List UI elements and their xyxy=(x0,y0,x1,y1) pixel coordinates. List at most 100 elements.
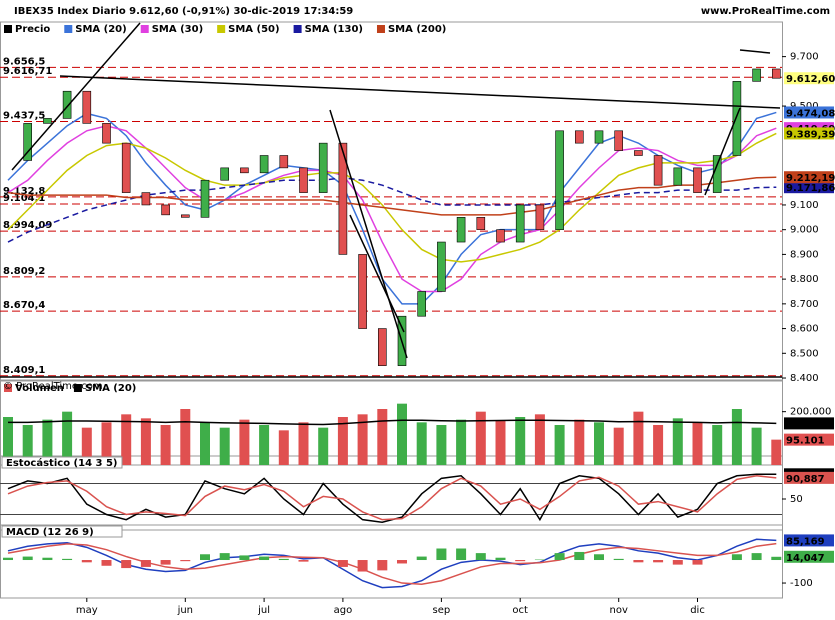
level-label: 9.616,71 xyxy=(3,66,52,77)
bar xyxy=(456,419,467,465)
x-tick-label: jul xyxy=(257,605,270,616)
legend-swatch xyxy=(4,25,12,33)
legend-swatch xyxy=(293,25,302,33)
candle xyxy=(62,90,72,119)
y-tick-label: 8.900 xyxy=(790,249,819,260)
value-box-label: 156.045 xyxy=(786,419,832,430)
bar xyxy=(3,417,13,465)
bar xyxy=(613,427,624,465)
bar xyxy=(180,409,191,465)
candle xyxy=(476,217,486,230)
candle xyxy=(496,229,505,243)
bar xyxy=(377,409,388,465)
candle xyxy=(200,179,210,218)
candle xyxy=(594,130,604,144)
value-box-label: 9.171,86 xyxy=(786,183,835,194)
legend-swatch xyxy=(73,384,82,392)
copyright: © ProRealTime.com xyxy=(3,381,103,392)
bar xyxy=(318,427,329,465)
legend-label: SMA (30) xyxy=(152,24,203,35)
bar xyxy=(62,411,73,465)
legend-label: SMA (200) xyxy=(388,24,446,35)
value-box xyxy=(784,72,834,85)
panel-title-bg xyxy=(1,525,123,538)
value-box-label: 9.612,60 xyxy=(786,74,835,85)
value-box-label: 9.389,39 xyxy=(786,129,835,140)
bar xyxy=(613,558,624,561)
bar xyxy=(239,555,250,561)
y-tick-label: 8.600 xyxy=(790,324,819,335)
trend-line xyxy=(329,109,408,359)
value-box-label: 14,047 xyxy=(786,553,825,564)
trend-line xyxy=(739,49,771,54)
legend-label: Volumen xyxy=(15,383,64,394)
candle xyxy=(23,123,33,161)
bar xyxy=(574,419,585,465)
bar xyxy=(397,560,407,564)
value-box-label: 95.101 xyxy=(786,436,825,447)
candle xyxy=(220,167,229,181)
bar xyxy=(42,419,53,465)
bar xyxy=(298,560,309,562)
candle xyxy=(456,217,466,243)
legend-label: SMA (130) xyxy=(305,24,363,35)
candle xyxy=(535,204,545,230)
panel-title-bg xyxy=(1,456,123,469)
bar xyxy=(416,556,427,561)
value-box xyxy=(784,471,834,484)
site: www.ProRealTime.com xyxy=(701,6,830,17)
y-tick-label: 50 xyxy=(790,494,803,505)
x-tick-label: may xyxy=(76,605,98,616)
level-label: 9.656,5 xyxy=(3,56,45,67)
panel-frame xyxy=(0,21,783,381)
bar xyxy=(751,427,762,465)
series-line xyxy=(7,176,777,216)
bar xyxy=(653,560,664,563)
candle xyxy=(437,241,446,292)
bar xyxy=(357,560,368,572)
legend-swatch xyxy=(4,384,12,392)
bar xyxy=(495,421,506,465)
bar xyxy=(101,560,112,566)
trend-line xyxy=(11,22,141,171)
title: IBEX35 Index Diario 9.612,60 (-0,91%) 30… xyxy=(14,6,353,17)
candle xyxy=(318,142,328,193)
bar xyxy=(475,411,486,465)
level-label: 8.409,1 xyxy=(3,365,45,376)
bar xyxy=(337,417,348,465)
y-tick-label: 8.400 xyxy=(790,373,819,384)
bar xyxy=(672,560,683,565)
candle xyxy=(417,291,427,317)
bar xyxy=(101,422,112,465)
candle xyxy=(43,118,52,124)
bar xyxy=(200,554,210,561)
value-box-label: 9.212,19 xyxy=(786,173,835,184)
bar xyxy=(692,560,703,565)
bar xyxy=(456,548,467,561)
bar xyxy=(140,560,151,567)
bar xyxy=(731,409,742,465)
bar xyxy=(672,418,683,465)
legend-swatch xyxy=(217,25,226,33)
x-tick-label: sep xyxy=(433,605,451,616)
bar xyxy=(633,411,644,465)
bar xyxy=(436,425,447,465)
candle xyxy=(673,167,683,186)
candle xyxy=(653,155,663,186)
panel-frame xyxy=(0,455,783,531)
candle xyxy=(141,192,151,206)
bar xyxy=(219,427,230,465)
candle xyxy=(299,167,308,193)
trend-line xyxy=(59,75,781,109)
x-tick-label: nov xyxy=(610,605,628,616)
series-line xyxy=(7,125,777,293)
level-label: 9.132,8 xyxy=(3,186,45,197)
candle xyxy=(634,150,643,156)
bar xyxy=(554,553,565,561)
value-box xyxy=(784,417,834,430)
candle xyxy=(752,68,761,82)
bar xyxy=(475,553,486,561)
y-tick-label: -100 xyxy=(790,578,813,589)
bar xyxy=(259,556,270,561)
